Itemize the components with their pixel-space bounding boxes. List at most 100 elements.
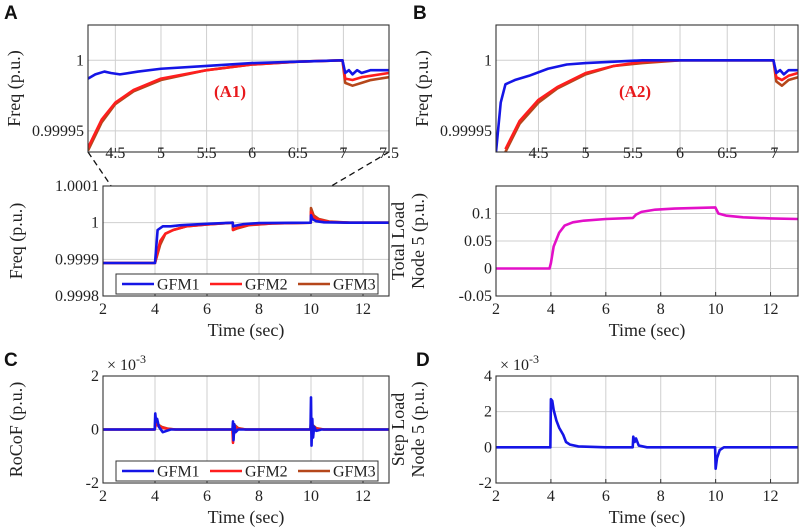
panel-letter-c: C (4, 350, 18, 371)
series-line-total-load (496, 206, 798, 270)
y-tick-label: 1 (484, 52, 492, 69)
y-tick-label: 0 (484, 439, 492, 456)
axis-multiplier: × 10-3 (500, 352, 539, 374)
y-axis-label: Freq (p.u.) (412, 50, 433, 126)
panel-letter-b: B (413, 3, 427, 24)
axes-box (102, 185, 390, 297)
y-axis-label: Node 5 (p.u.) (408, 193, 429, 289)
x-tick-label: 10 (303, 488, 319, 505)
x-tick-label: 2 (99, 301, 107, 318)
legend-box (115, 460, 379, 482)
y-axis-label: Total Load (388, 202, 408, 280)
plot-c: 2 4 6 8 10 12 -2 0 2 Time (sec) RoCoF (p.u.) × 10-3… (6, 352, 390, 528)
y-tick-label: 4 (484, 368, 492, 385)
plot-d: 2 4 6 8 10 12 -2 0 2 4 Time (sec) Step Load Node 5 (… (388, 352, 799, 528)
legend-label-gfm1: GFM1 (157, 464, 200, 481)
x-tick-label: 6 (203, 488, 211, 505)
y-tick-label: 0.05 (464, 233, 492, 250)
series-line-step-load (496, 397, 798, 471)
plot-a1: 4.5 5 5.5 6 6.5 7 7.5 0.99995 1 Freq (p.u.) (A1) (4, 24, 399, 162)
x-tick-label: 6 (203, 301, 211, 318)
x-tick-label: 4 (151, 488, 159, 505)
x-tick-label: 5.5 (197, 145, 217, 162)
legend-label-gfm2: GFM2 (245, 464, 288, 481)
series-line-gfm2 (103, 210, 389, 265)
axes-box (495, 185, 799, 297)
y-axis-label: Step Load (388, 393, 408, 467)
x-axis-label: Time (sec) (609, 320, 686, 341)
x-tick-label: 4.5 (528, 145, 548, 162)
y-axis-label: Node 5 (p.u.) (408, 382, 429, 478)
x-tick-label: 2 (99, 488, 107, 505)
x-tick-label: 5 (582, 145, 590, 162)
x-tick-label: 6 (676, 145, 684, 162)
y-tick-label: -2 (86, 475, 99, 492)
x-tick-label: 8 (255, 488, 263, 505)
x-tick-label: 6.5 (717, 145, 737, 162)
y-tick-label: 1 (91, 215, 99, 232)
x-tick-label: 12 (763, 301, 779, 318)
x-axis-label: Time (sec) (208, 320, 285, 341)
y-axis-label: Freq (p.u.) (6, 203, 27, 279)
x-tick-label: 4.5 (105, 145, 125, 162)
x-tick-label: 8 (255, 301, 263, 318)
axes-box (495, 375, 799, 484)
legend-label-gfm2: GFM2 (245, 277, 288, 294)
x-tick-label: 10 (303, 301, 319, 318)
y-tick-label: 0 (484, 261, 492, 278)
axis-multiplier: × 10-3 (107, 352, 146, 374)
legend-label-gfm1: GFM1 (157, 277, 200, 294)
x-tick-label: 5.5 (623, 145, 643, 162)
panel-letter-a: A (4, 3, 18, 24)
x-tick-label: 8 (657, 301, 665, 318)
legend: GFM1 GFM2 GFM3 (115, 460, 379, 482)
x-tick-label: 6.5 (288, 145, 308, 162)
y-axis-label: Freq (p.u.) (4, 50, 25, 126)
x-tick-label: 10 (708, 488, 724, 505)
x-tick-label: 7 (339, 145, 347, 162)
inset-annotation: (A2) (619, 82, 651, 101)
x-tick-label: 6 (602, 488, 610, 505)
plot-a2: 4.5 5 5.5 6 6.5 7 0.99995 1 Freq (p.u.) (A2) (412, 24, 799, 162)
panel-letter-d: D (416, 350, 430, 371)
y-tick-label: 0.9999 (55, 251, 99, 268)
x-axis-label: Time (sec) (609, 507, 686, 528)
axes-box (102, 375, 390, 484)
series-line-gfm1 (103, 396, 389, 447)
x-tick-label: 7.5 (379, 145, 399, 162)
x-tick-label: 2 (492, 488, 500, 505)
axis-multiplier-exponent: -3 (529, 352, 539, 366)
y-tick-label: 0.99995 (32, 123, 84, 140)
y-tick-label: 1 (76, 52, 84, 69)
y-tick-label: 0.99995 (440, 123, 492, 140)
x-tick-label: 8 (657, 488, 665, 505)
x-tick-label: 2 (492, 301, 500, 318)
axes-box (87, 24, 390, 153)
x-tick-label: 12 (355, 488, 371, 505)
x-tick-label: 10 (708, 301, 724, 318)
x-tick-label: 6 (602, 301, 610, 318)
x-axis-label: Time (sec) (208, 507, 285, 528)
y-tick-label: 2 (91, 368, 99, 385)
y-tick-label: -0.05 (459, 288, 492, 305)
y-tick-label: 0.9998 (55, 288, 99, 305)
y-tick-label: 1.0001 (55, 178, 99, 195)
legend-label-gfm3: GFM3 (333, 464, 376, 481)
y-tick-label: 0 (91, 422, 99, 439)
y-tick-label: 2 (484, 404, 492, 421)
x-tick-label: 12 (763, 488, 779, 505)
x-tick-label: 4 (547, 301, 555, 318)
legend: GFM1 GFM2 GFM3 (115, 273, 379, 295)
axes-box (495, 24, 799, 153)
series-line-gfm1 (496, 58, 798, 152)
series-line-gfm1 (103, 214, 389, 265)
x-tick-label: 12 (355, 301, 371, 318)
axis-multiplier-exponent: -3 (136, 352, 146, 366)
y-axis-label: RoCoF (p.u.) (6, 382, 27, 478)
legend-label-gfm3: GFM3 (333, 277, 376, 294)
series-line-gfm1 (88, 58, 389, 80)
inset-annotation: (A1) (214, 82, 246, 101)
x-tick-label: 5 (157, 145, 165, 162)
y-tick-label: 0.1 (472, 206, 492, 223)
